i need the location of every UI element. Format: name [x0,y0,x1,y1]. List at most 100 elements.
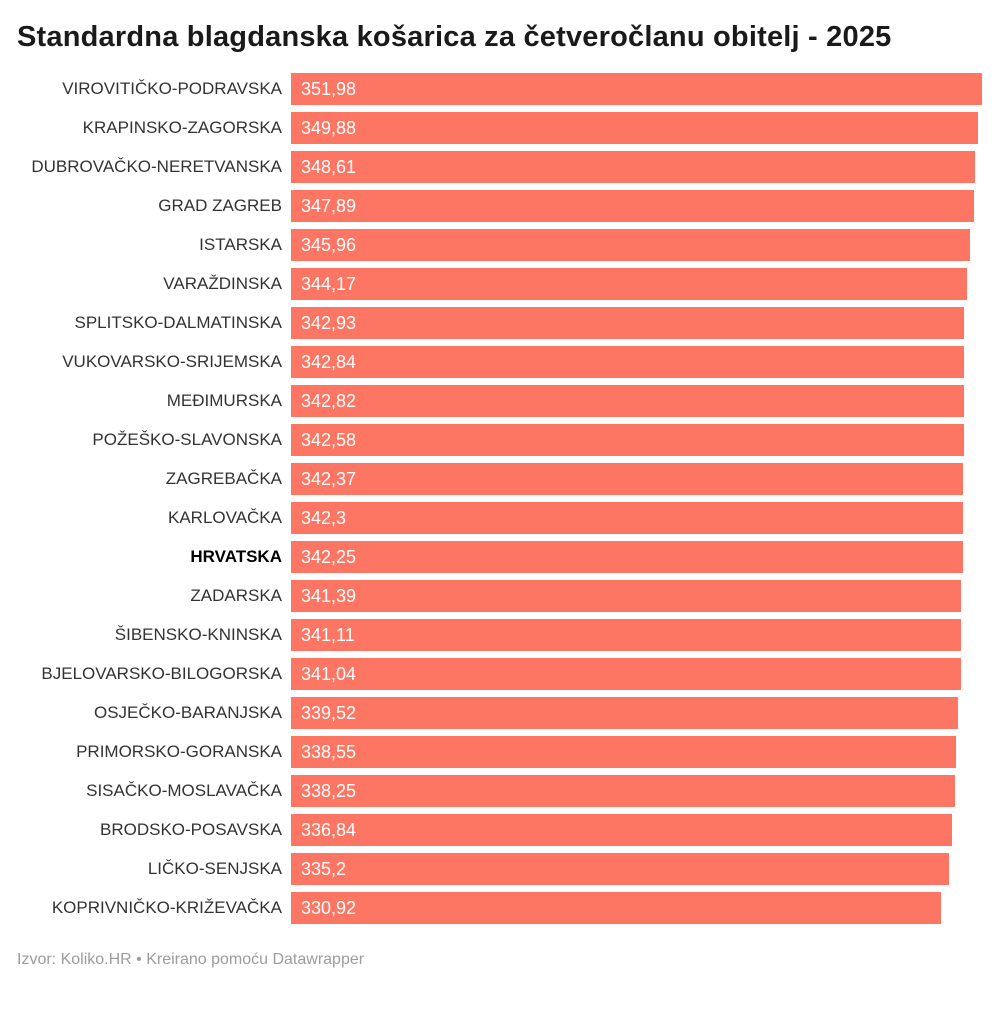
bar: 335,2 [291,853,950,885]
bar-area: 338,25 [291,775,982,807]
bar-row: ZAGREBAČKA 342,37 [17,463,982,495]
category-label: VARAŽDINSKA [163,274,282,293]
category-label: ZADARSKA [190,586,282,605]
bar-row: MEĐIMURSKA 342,82 [17,385,982,417]
bar-area: 347,89 [291,190,982,222]
bar-row: VIROVITIČKO-PODRAVSKA 351,98 [17,73,982,105]
bar-area: 339,52 [291,697,982,729]
bar-row: KRAPINSKO-ZAGORSKA 349,88 [17,112,982,144]
bar-area: 330,92 [291,892,982,924]
bar: 341,11 [291,619,961,651]
bar-area: 335,2 [291,853,982,885]
bar: 341,39 [291,580,962,612]
bar-area: 342,37 [291,463,982,495]
bar-area: 336,84 [291,814,982,846]
category-label: ŠIBENSKO-KNINSKA [114,625,282,644]
value-label: 339,52 [301,702,357,723]
bar-row: GRAD ZAGREB 347,89 [17,190,982,222]
value-label: 341,39 [301,585,357,606]
bar: 341,04 [291,658,961,690]
bar-area: 348,61 [291,151,982,183]
value-label: 335,2 [301,858,347,879]
value-label: 341,11 [301,624,355,645]
value-label: 336,84 [301,819,357,840]
bar-rows: VIROVITIČKO-PODRAVSKA 351,98 KRAPINSKO-Z… [17,73,982,924]
value-label: 345,96 [301,234,357,255]
bar: 336,84 [291,814,953,846]
bar-area: 342,84 [291,346,982,378]
bar: 342,37 [291,463,964,495]
bar: 338,55 [291,736,956,768]
value-label: 342,37 [301,468,357,489]
category-label: OSJEČKO-BARANJSKA [94,703,282,722]
bar: 339,52 [291,697,958,729]
bar-row: SISAČKO-MOSLAVAČKA 338,25 [17,775,982,807]
category-label: GRAD ZAGREB [158,196,282,215]
bar-row: KOPRIVNIČKO-KRIŽEVAČKA 330,92 [17,892,982,924]
bar-area: 342,3 [291,502,982,534]
value-label: 342,82 [301,390,357,411]
value-label: 342,25 [301,546,357,567]
bar-area: 349,88 [291,112,982,144]
bar: 342,58 [291,424,964,456]
bar: 338,25 [291,775,956,807]
bar: 351,98 [291,73,982,105]
bar-row: BRODSKO-POSAVSKA 336,84 [17,814,982,846]
category-label: DUBROVAČKO-NERETVANSKA [31,157,282,176]
bar-area: 342,58 [291,424,982,456]
category-label: HRVATSKA [190,547,282,566]
bar-area: 338,55 [291,736,982,768]
category-label: KOPRIVNIČKO-KRIŽEVAČKA [51,898,282,917]
value-label: 342,93 [301,312,357,333]
category-label: ZAGREBAČKA [165,469,282,488]
category-label: KRAPINSKO-ZAGORSKA [82,118,282,137]
category-label: SISAČKO-MOSLAVAČKA [86,781,282,800]
category-label: PRIMORSKO-GORANSKA [76,742,282,761]
value-label: 342,3 [301,507,347,528]
bar: 342,25 [291,541,963,573]
bar-area: 342,82 [291,385,982,417]
bar-row: PRIMORSKO-GORANSKA 338,55 [17,736,982,768]
bar-row: LIČKO-SENJSKA 335,2 [17,853,982,885]
bar-area: 342,25 [291,541,982,573]
value-label: 347,89 [301,195,357,216]
bar-row: HRVATSKA 342,25 [17,541,982,573]
value-label: 351,98 [301,78,357,99]
bar-row: KARLOVAČKA 342,3 [17,502,982,534]
source-attribution: Izvor: Koliko.HR • Kreirano pomoću Dataw… [17,951,365,968]
bar: 348,61 [291,151,976,183]
bar-area: 341,39 [291,580,982,612]
category-label: KARLOVAČKA [167,508,282,527]
bar-row: BJELOVARSKO-BILOGORSKA 341,04 [17,658,982,690]
value-label: 338,25 [301,780,357,801]
bar-area: 341,11 [291,619,982,651]
bar: 345,96 [291,229,971,261]
value-label: 344,17 [301,273,357,294]
bar: 344,17 [291,268,967,300]
value-label: 342,58 [301,429,357,450]
category-label: VIROVITIČKO-PODRAVSKA [62,79,282,98]
value-label: 348,61 [301,156,357,177]
category-label: POŽEŠKO-SLAVONSKA [92,430,282,449]
category-label: BRODSKO-POSAVSKA [99,820,282,839]
bar-area: 344,17 [291,268,982,300]
category-label: MEĐIMURSKA [166,391,282,410]
bar-row: POŽEŠKO-SLAVONSKA 342,58 [17,424,982,456]
bar: 342,82 [291,385,965,417]
category-label: VUKOVARSKO-SRIJEMSKA [62,352,282,371]
bar-row: ŠIBENSKO-KNINSKA 341,11 [17,619,982,651]
value-label: 338,55 [301,741,357,762]
bar: 349,88 [291,112,978,144]
category-label: SPLITSKO-DALMATINSKA [74,313,282,332]
bar-row: ZADARSKA 341,39 [17,580,982,612]
bar-row: VUKOVARSKO-SRIJEMSKA 342,84 [17,346,982,378]
value-label: 341,04 [301,663,357,684]
bar: 330,92 [291,892,941,924]
value-label: 349,88 [301,117,357,138]
bar-row: VARAŽDINSKA 344,17 [17,268,982,300]
bar: 347,89 [291,190,974,222]
value-label: 342,84 [301,351,357,372]
value-label: 330,92 [301,897,357,918]
bar: 342,3 [291,502,963,534]
bar-area: 341,04 [291,658,982,690]
